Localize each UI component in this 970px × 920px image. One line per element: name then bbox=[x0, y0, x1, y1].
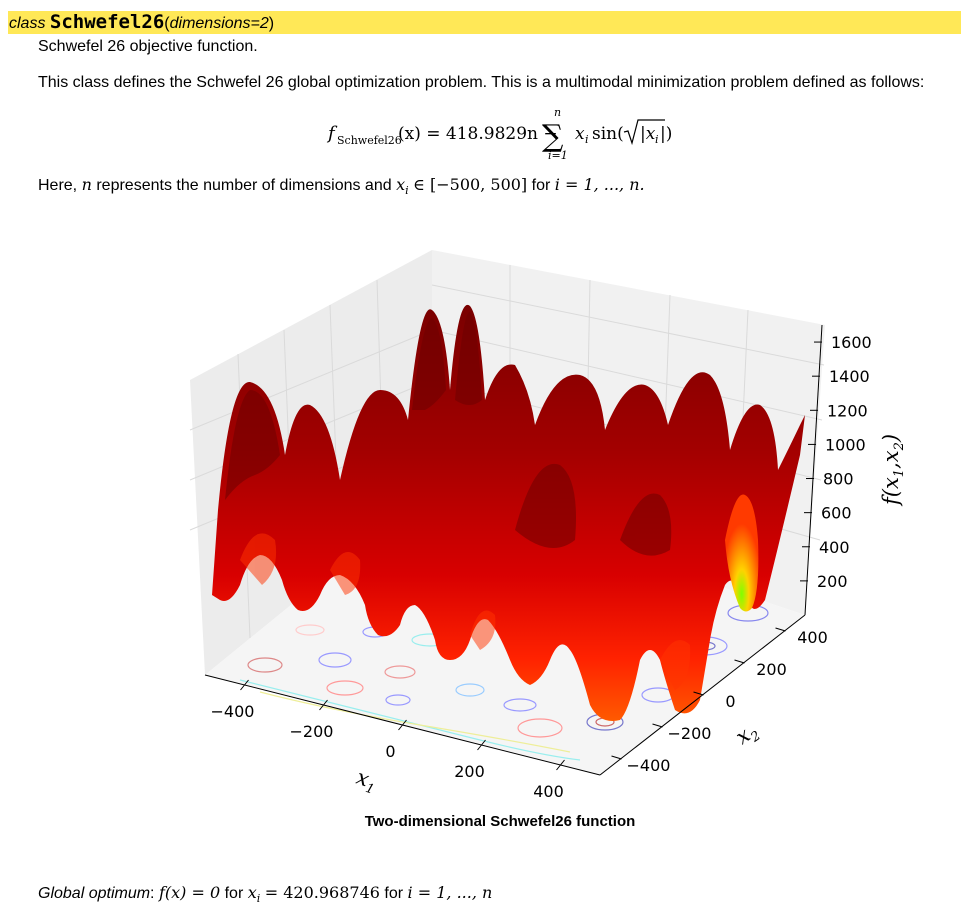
figure-caption: Two-dimensional Schwefel26 function bbox=[364, 813, 636, 830]
y-tick-mark bbox=[775, 627, 786, 632]
domain-middle: represents the number of dimensions and bbox=[96, 177, 392, 194]
formula-sin: sin( bbox=[592, 124, 624, 144]
x-ticks: −400 −200 0 200 400 bbox=[211, 679, 565, 801]
x-tick-mark bbox=[240, 679, 249, 691]
x-tick-label: 0 bbox=[385, 742, 395, 761]
global-minimum-well bbox=[725, 494, 759, 612]
y-tick-mark bbox=[734, 659, 745, 664]
domain-prefix: Here, bbox=[38, 177, 78, 194]
class-params: dimensions=2 bbox=[169, 15, 269, 32]
domain-n: n bbox=[81, 175, 92, 194]
global-optimum: Global optimum: f(x) = 0 for xi = 420.96… bbox=[38, 883, 492, 909]
optimum-colon: : bbox=[150, 885, 155, 902]
optimum-xi: x bbox=[247, 883, 257, 902]
optimum-expr1: f(x) = 0 bbox=[158, 883, 221, 902]
optimum-xi-value: = 420.968746 bbox=[264, 883, 380, 902]
z-tick-label: 400 bbox=[819, 538, 850, 557]
formula-xi: x bbox=[575, 124, 585, 144]
y-tick-label: 200 bbox=[756, 660, 787, 679]
summary-text: Schwefel 26 objective function. bbox=[38, 38, 258, 55]
y-tick-mark bbox=[652, 723, 663, 728]
optimum-xi-sub: i bbox=[256, 892, 261, 906]
surface-mesh bbox=[212, 304, 805, 721]
formula-abs-sub: i bbox=[655, 133, 659, 146]
surface-highlights bbox=[240, 533, 691, 690]
objective-formula: f Schwefel26 (x) = 418.9829n − n ∑ i=1 x… bbox=[326, 106, 672, 162]
x-tick-label: 200 bbox=[454, 762, 485, 781]
domain-xi-sub: i bbox=[405, 184, 409, 198]
x-tick-label: −400 bbox=[211, 702, 255, 721]
z-tick-label: 1000 bbox=[825, 435, 866, 454]
z-axis-line bbox=[804, 324, 823, 616]
formula-f-sub: Schwefel26 bbox=[337, 134, 402, 147]
y-tick-label: −200 bbox=[668, 724, 712, 743]
y-tick-label: −400 bbox=[627, 756, 671, 775]
z-tick-label: 1200 bbox=[827, 401, 868, 420]
z-tick-label: 600 bbox=[821, 504, 852, 523]
x-tick-mark bbox=[556, 759, 565, 771]
domain-interval: ∈ [−500, 500] bbox=[413, 175, 528, 194]
y-tick-label: 400 bbox=[797, 628, 828, 647]
z-tick-label: 800 bbox=[823, 470, 854, 489]
optimum-for2: for bbox=[384, 885, 404, 902]
z-tick-label: 200 bbox=[817, 572, 848, 591]
sum-lower: i=1 bbox=[548, 149, 568, 162]
x-axis-label: x1 bbox=[352, 765, 380, 798]
surface-plot: 200 400 600 800 1000 1200 1400 1600 −400 −200 0 20… bbox=[189, 250, 907, 801]
y-ticks: −400 −200 0 200 400 bbox=[611, 627, 828, 775]
formula-abs: |x bbox=[640, 124, 656, 144]
formula-lhs-rest: (x) = 418.9829n − bbox=[398, 124, 558, 144]
x-tick-mark bbox=[477, 739, 486, 751]
z-tick-label: 1600 bbox=[831, 333, 872, 352]
x-tick-label: 400 bbox=[533, 782, 564, 801]
description-text: This class defines the Schwefel 26 globa… bbox=[38, 74, 925, 91]
class-signature: class Schwefel26(dimensions=2) bbox=[8, 11, 961, 34]
optimum-label: Global optimum bbox=[38, 885, 151, 902]
y-tick-label: 0 bbox=[725, 692, 735, 711]
domain-xi: x bbox=[396, 175, 406, 194]
z-ticks: 200 400 600 800 1000 1200 1400 1600 bbox=[800, 333, 872, 591]
class-name: Schwefel26 bbox=[49, 11, 165, 33]
y-tick-mark bbox=[693, 691, 704, 696]
optimum-for1: for bbox=[224, 885, 244, 902]
domain-range: i = 1, ..., n. bbox=[554, 175, 645, 194]
y-tick-mark bbox=[611, 755, 622, 760]
class-keyword: class bbox=[9, 15, 46, 32]
sum-sign: ∑ bbox=[542, 119, 564, 154]
z-axis-label: f(x1,x2) bbox=[879, 434, 907, 507]
x-tick-mark bbox=[319, 699, 328, 711]
x-tick-label: −200 bbox=[290, 722, 334, 741]
x-tick-mark bbox=[398, 719, 407, 731]
domain-text: Here, n represents the number of dimensi… bbox=[38, 175, 645, 201]
z-tick-label: 1400 bbox=[829, 367, 870, 386]
formula-close: |) bbox=[660, 124, 672, 144]
open-paren: ( bbox=[164, 15, 170, 32]
sum-upper: n bbox=[554, 106, 561, 119]
domain-for: for bbox=[531, 177, 551, 194]
y-axis-label: x2 bbox=[731, 718, 764, 752]
sqrt-sign bbox=[623, 119, 665, 146]
close-paren: ) bbox=[268, 15, 275, 32]
surface-shading bbox=[225, 311, 672, 556]
formula-xi-sub: i bbox=[585, 133, 589, 146]
optimum-range: i = 1, ..., n bbox=[407, 883, 493, 902]
